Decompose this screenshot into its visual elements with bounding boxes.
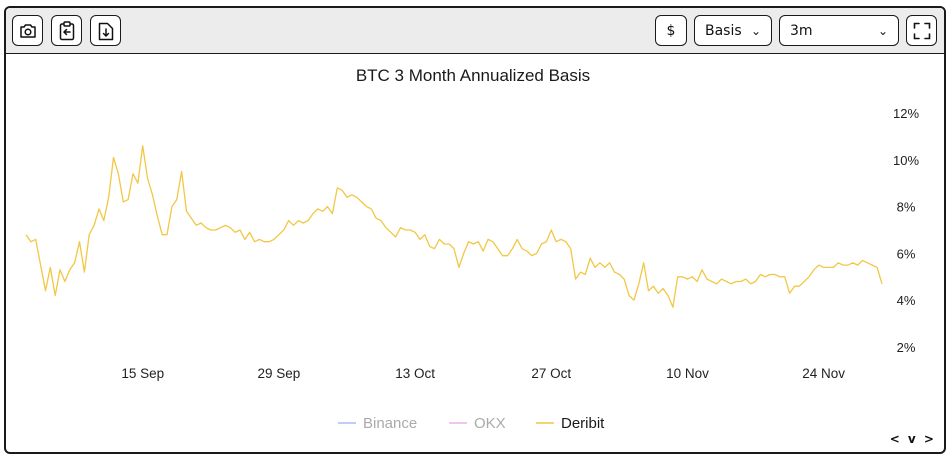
x-tick-label: 24 Nov xyxy=(802,366,845,381)
range-dropdown[interactable]: 3m ⌄ xyxy=(779,15,899,46)
x-tick-label: 13 Oct xyxy=(395,366,435,381)
fullscreen-icon xyxy=(913,22,930,39)
screenshot-button[interactable] xyxy=(12,15,43,46)
x-tick-label: 10 Nov xyxy=(666,366,709,381)
chart-legend: Binance OKX Deribit xyxy=(338,415,605,432)
y-tick-label: 10% xyxy=(893,153,919,168)
x-tick-label: 15 Sep xyxy=(121,366,164,381)
currency-toggle-button[interactable]: $ xyxy=(655,15,687,46)
series-line-deribit xyxy=(25,145,883,308)
y-tick-label: 2% xyxy=(897,340,916,355)
series-lines xyxy=(25,145,883,308)
clipboard-icon xyxy=(59,20,74,40)
x-tick-label: 27 Oct xyxy=(531,366,571,381)
download-icon xyxy=(98,22,113,40)
chart-title: BTC 3 Month Annualized Basis xyxy=(356,66,590,85)
range-label: 3m xyxy=(790,22,813,39)
camera-icon xyxy=(19,23,36,38)
x-tick-label: 29 Sep xyxy=(258,366,301,381)
chevron-down-icon: ⌄ xyxy=(750,23,761,38)
basis-line-chart: BTC 3 Month Annualized Basis 2% 4% 6% 8% 10%… xyxy=(25,66,919,432)
metric-label: Basis xyxy=(705,22,742,39)
legend-label-okx[interactable]: OKX xyxy=(474,415,506,432)
y-tick-label: 6% xyxy=(897,246,916,261)
legend-label-binance[interactable]: Binance xyxy=(363,415,417,432)
currency-label: $ xyxy=(666,22,676,39)
chart-nav-arrows[interactable]: < v > xyxy=(889,432,936,446)
metric-dropdown[interactable]: Basis ⌄ xyxy=(694,15,772,46)
chart-widget: $ Basis ⌄ 3m ⌄ BTC 3 Month Annualized Ba… xyxy=(4,6,946,454)
legend-label-deribit[interactable]: Deribit xyxy=(561,415,605,432)
copy-button[interactable] xyxy=(51,15,82,46)
download-button[interactable] xyxy=(90,15,121,46)
x-axis: 15 Sep 29 Sep 13 Oct 27 Oct 10 Nov 24 Nov xyxy=(121,366,845,381)
y-tick-label: 12% xyxy=(893,106,919,121)
y-tick-label: 4% xyxy=(897,293,916,308)
chart-toolbar: $ Basis ⌄ 3m ⌄ xyxy=(6,8,944,54)
y-axis: 2% 4% 6% 8% 10% 12% xyxy=(893,106,919,355)
chevron-down-icon: ⌄ xyxy=(877,23,888,38)
y-tick-label: 8% xyxy=(897,200,916,215)
fullscreen-button[interactable] xyxy=(906,15,937,46)
